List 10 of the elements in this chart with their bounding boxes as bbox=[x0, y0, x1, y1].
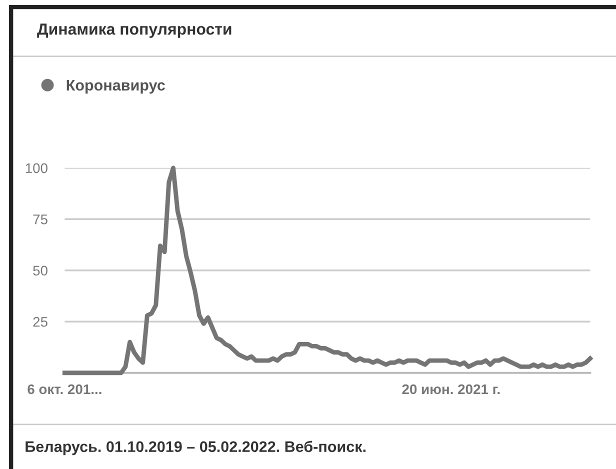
text: Беларусь. 01.10.2019 – 05.02.2022. Веб-поиск. bbox=[26, 440, 366, 456]
legend-label: Коронавирус bbox=[66, 80, 165, 94]
x-tick-label: 6 окт. 201... bbox=[28, 384, 102, 394]
y-tick-label: 25 bbox=[33, 316, 48, 327]
y-tick-label: 50 bbox=[33, 266, 48, 276]
line-series bbox=[62, 166, 592, 376]
chart-title: Динамика популярности bbox=[37, 24, 232, 38]
x-tick-label: 20 июн. 2021 г. bbox=[402, 384, 500, 394]
y-tick-label: 100 bbox=[26, 163, 48, 174]
y-tick-label: 75 bbox=[33, 214, 48, 224]
